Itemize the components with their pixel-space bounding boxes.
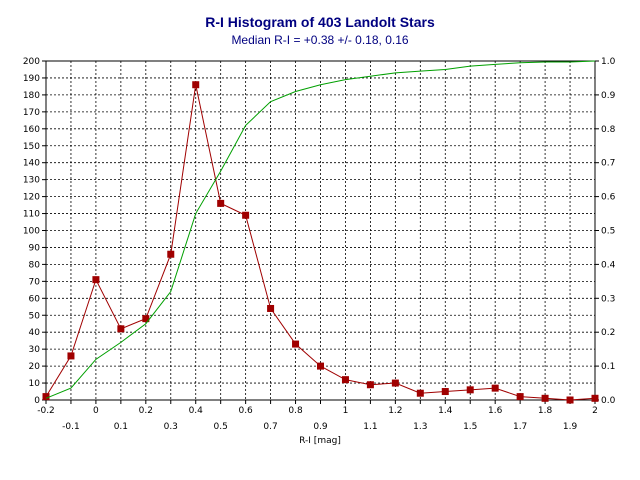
histogram-point xyxy=(391,379,399,387)
x-tick-label: 0.3 xyxy=(164,422,178,432)
x-tick-label: 0 xyxy=(93,406,99,416)
y-tick-label: 0 xyxy=(34,396,40,406)
y-tick-label: 140 xyxy=(23,159,40,169)
y2-tick-label: 0.3 xyxy=(601,294,615,304)
y-tick-label: 130 xyxy=(23,176,40,186)
grid xyxy=(45,60,596,401)
x-tick-label: 0.8 xyxy=(288,406,303,416)
x-tick-label: -0.1 xyxy=(62,422,80,432)
x-tick-label: 0.6 xyxy=(238,406,253,416)
y-tick-label: 70 xyxy=(29,277,41,287)
x-tick-label: 1.9 xyxy=(563,422,578,432)
histogram-point xyxy=(242,211,250,219)
y2-tick-label: 0.0 xyxy=(601,396,616,406)
y2-tick-label: 0.5 xyxy=(601,227,615,237)
x-tick-label: 0.7 xyxy=(263,422,277,432)
y-tick-label: 190 xyxy=(23,74,40,84)
histogram-point xyxy=(591,394,599,402)
x-tick-label: 0.4 xyxy=(189,406,204,416)
histogram-point xyxy=(341,376,349,384)
x-tick-label: 0.2 xyxy=(139,406,153,416)
y-tick-label: 180 xyxy=(23,91,40,101)
histogram-point xyxy=(267,304,275,312)
histogram-point xyxy=(117,325,125,333)
y2-tick-label: 1.0 xyxy=(601,57,616,67)
x-tick-label: 1.4 xyxy=(438,406,453,416)
y2-tick-label: 0.4 xyxy=(601,260,616,270)
x-axis-label: R-I [mag] xyxy=(299,436,341,446)
y-tick-label: 100 xyxy=(23,227,40,237)
x-tick-label: 0.9 xyxy=(313,422,328,432)
y2-tick-label: 0.8 xyxy=(601,125,616,135)
x-tick-label: 2 xyxy=(592,406,598,416)
y-tick-label: 20 xyxy=(29,362,41,372)
y-tick-label: 50 xyxy=(29,311,41,321)
y-tick-label: 60 xyxy=(29,294,41,304)
y-tick-label: 170 xyxy=(23,108,40,118)
x-tick-label: 1.3 xyxy=(413,422,427,432)
x-tick-label: -0.2 xyxy=(37,406,55,416)
y2-tick-label: 0.7 xyxy=(601,159,615,169)
cumulative-line xyxy=(45,60,596,399)
y-tick-label: 40 xyxy=(29,328,41,338)
y-tick-label: 10 xyxy=(29,379,41,389)
histogram-point xyxy=(292,340,300,348)
histogram-point xyxy=(566,396,574,404)
y-tick-label: 150 xyxy=(23,142,40,152)
y2-tick-label: 0.6 xyxy=(601,193,616,203)
x-tick-label: 1 xyxy=(343,406,349,416)
x-tick-label: 1.1 xyxy=(363,422,377,432)
chart-subtitle: Median R-I = +0.38 +/- 0.18, 0.16 xyxy=(231,33,408,47)
histogram-point xyxy=(317,362,324,370)
x-tick-label: 0.1 xyxy=(114,422,128,432)
y2-tick-label: 0.9 xyxy=(601,91,616,101)
series-layer xyxy=(42,60,599,404)
histogram-point xyxy=(192,81,200,89)
chart-title: R-I Histogram of 403 Landolt Stars xyxy=(205,14,435,30)
histogram-point xyxy=(217,199,225,207)
histogram-point xyxy=(466,386,474,394)
y-tick-label: 160 xyxy=(23,125,40,135)
histogram-point xyxy=(491,384,499,392)
histogram-point xyxy=(167,250,175,258)
histogram-point xyxy=(416,389,424,397)
histogram-point xyxy=(366,381,374,389)
x-tick-label: 1.5 xyxy=(463,422,477,432)
histogram-point xyxy=(92,276,100,284)
y2-tick-label: 0.1 xyxy=(601,362,615,372)
histogram-point xyxy=(516,393,524,401)
histogram-point xyxy=(67,352,75,360)
x-tick-label: 1.6 xyxy=(488,406,503,416)
y-tick-label: 30 xyxy=(29,345,41,355)
histogram-point xyxy=(42,393,50,401)
y-tick-label: 90 xyxy=(29,243,41,253)
axis-ticks: -0.2 0 0.2 0.4 0.6 0.8 1 1.2 1.4 1.6 1.8 2-0.1 0.1 0.… xyxy=(23,57,616,432)
histogram-point xyxy=(441,388,449,396)
histogram-point xyxy=(541,394,549,402)
x-tick-label: 1.7 xyxy=(513,422,527,432)
x-tick-label: 1.2 xyxy=(388,406,402,416)
x-tick-label: 0.5 xyxy=(214,422,228,432)
y-tick-label: 200 xyxy=(23,57,40,67)
x-tick-label: 1.8 xyxy=(538,406,553,416)
histogram-point xyxy=(142,315,150,323)
y-tick-label: 80 xyxy=(29,260,41,270)
y-tick-label: 120 xyxy=(23,193,40,203)
y2-tick-label: 0.2 xyxy=(601,328,615,338)
y-tick-label: 110 xyxy=(23,210,40,220)
